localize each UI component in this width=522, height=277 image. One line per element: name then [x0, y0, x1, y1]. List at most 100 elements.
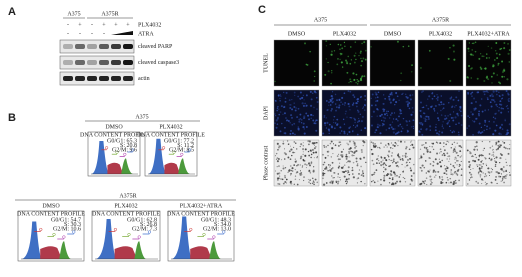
cell-dot [288, 150, 291, 153]
cell-dot [327, 109, 329, 111]
cell-dot [472, 155, 475, 158]
cell-dot [410, 169, 413, 172]
cell-dot [356, 78, 358, 81]
cell-dot [356, 182, 359, 184]
cell-dot [377, 155, 379, 157]
cell-dot [380, 163, 382, 166]
cell-dot [351, 151, 354, 153]
cell-dot [443, 149, 446, 152]
cell-dot [310, 161, 313, 164]
cell-dot [436, 152, 439, 155]
cell-dot [334, 144, 337, 147]
cell-dot [490, 106, 493, 108]
cell-dot [468, 165, 471, 168]
gate-marker [105, 146, 109, 150]
cell-dot [436, 112, 439, 114]
cell-dot [277, 148, 279, 151]
cell-dot [485, 76, 488, 79]
cell-dot [379, 147, 381, 150]
cell-dot [335, 106, 338, 109]
cell-dot [443, 154, 446, 157]
cell-dot [345, 155, 348, 158]
cell-dot [348, 151, 350, 153]
cell-dot [347, 171, 350, 173]
cell-dot [453, 58, 456, 61]
cell-dot [383, 166, 385, 169]
cell-dot [378, 146, 381, 149]
cell-dot [478, 155, 480, 157]
cell-dot [418, 158, 420, 160]
cell-dot [429, 157, 431, 159]
cell-dot [278, 172, 281, 175]
cell-dot [287, 156, 290, 159]
cell-dot [352, 176, 355, 179]
cell-dot [361, 115, 364, 118]
cell-dot [380, 113, 383, 116]
cell-dot [498, 140, 500, 143]
cell-dot [299, 145, 301, 148]
cell-dot [475, 180, 478, 183]
cell-dot [501, 180, 504, 182]
cell-dot [494, 163, 497, 166]
blot-band [63, 44, 73, 49]
cell-dot [293, 105, 296, 108]
cell-dot [284, 132, 287, 135]
cell-dot [277, 179, 279, 181]
cell-dot [458, 165, 461, 168]
cell-dot [352, 161, 355, 164]
blot-band [63, 60, 73, 65]
cell-dot [484, 109, 487, 112]
cell-dot [364, 183, 366, 185]
cell-dot [401, 93, 403, 95]
cell-dot [434, 129, 437, 132]
cell-dot [492, 99, 495, 101]
cell-cycle-stat: G2/M: 7.3 [132, 226, 157, 232]
cell-dot [431, 182, 433, 184]
micrograph [321, 39, 368, 87]
cell-dot [333, 115, 336, 118]
cell-dot [301, 102, 304, 105]
cell-dot [376, 99, 379, 102]
cell-dot [475, 156, 478, 159]
cell-dot [290, 148, 293, 151]
cell-dot [340, 54, 342, 56]
cell-dot [502, 176, 504, 178]
cell-dot [390, 170, 393, 172]
cell-dot [349, 78, 352, 81]
cell-dot [389, 123, 392, 126]
cell-dot [299, 113, 302, 116]
cell-dot [494, 158, 496, 160]
cell-dot [332, 121, 335, 124]
cell-dot [282, 182, 285, 185]
cell-dot [402, 170, 405, 173]
cell-dot [478, 130, 480, 133]
cell-dot [492, 72, 495, 75]
cell-dot [483, 68, 486, 70]
cell-dot [360, 50, 362, 53]
cell-dot [387, 154, 389, 156]
cell-dot [341, 166, 344, 169]
cell-dot [418, 130, 421, 134]
cell-dot [454, 116, 457, 119]
cell-dot [337, 106, 341, 109]
cell-cycle-stat: G0/G1: 54.7 [51, 217, 81, 223]
cell-dot [455, 104, 457, 107]
cell-dot [445, 182, 447, 184]
cell-dot [451, 173, 454, 176]
cell-dot [374, 143, 377, 145]
cell-dot [283, 174, 286, 177]
cell-dot [380, 142, 382, 144]
cell-dot [308, 143, 310, 146]
cell-dot [467, 183, 469, 185]
cell-dot [348, 131, 351, 134]
cell-dot [491, 93, 493, 95]
cell-dot [470, 176, 473, 179]
cell-dot [383, 171, 385, 173]
cell-dot [298, 120, 301, 123]
blot-frame [59, 39, 135, 54]
cell-dot [500, 111, 503, 114]
cell-dot [470, 67, 473, 70]
cell-dot [295, 148, 298, 150]
cell-dot [476, 91, 479, 94]
cell-dot [407, 159, 409, 161]
